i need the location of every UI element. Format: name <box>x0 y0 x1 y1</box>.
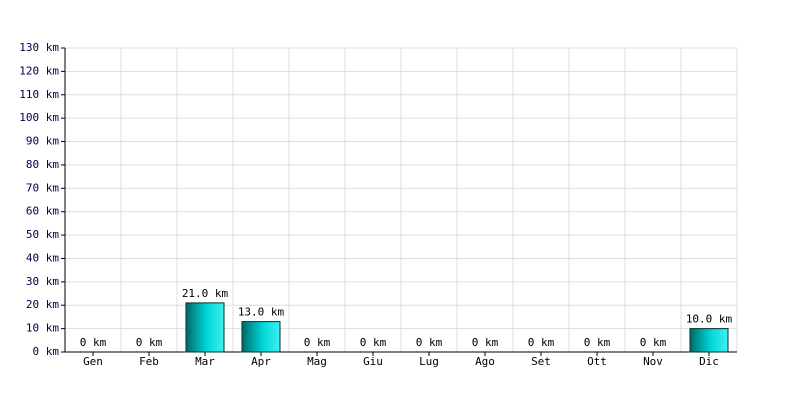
value-label: 13.0 km <box>238 306 285 319</box>
bar <box>185 302 225 353</box>
bar <box>689 328 729 353</box>
y-tick-label: 20 km <box>26 298 59 311</box>
x-tick-label: Giu <box>363 355 383 368</box>
x-tick-label: Set <box>531 355 551 368</box>
x-tick-label: Nov <box>643 355 663 368</box>
x-tick-label: Feb <box>139 355 159 368</box>
y-tick-label: 130 km <box>19 41 59 54</box>
y-tick-label: 10 km <box>26 322 59 335</box>
value-label: 0 km <box>584 336 611 349</box>
value-label: 0 km <box>528 336 555 349</box>
y-tick-label: 60 km <box>26 205 59 218</box>
value-label: 10.0 km <box>686 313 733 326</box>
value-label: 0 km <box>416 336 443 349</box>
y-tick-label: 90 km <box>26 135 59 148</box>
x-tick-label: Lug <box>419 355 439 368</box>
value-label: 0 km <box>304 336 331 349</box>
value-label: 0 km <box>80 336 107 349</box>
value-label: 21.0 km <box>182 287 229 300</box>
value-label: 0 km <box>640 336 667 349</box>
value-label: 0 km <box>136 336 163 349</box>
x-tick-label: Dic <box>699 355 719 368</box>
x-tick-label: Mar <box>195 355 215 368</box>
y-tick-label: 30 km <box>26 275 59 288</box>
y-tick-label: 70 km <box>26 181 59 194</box>
y-tick-label: 110 km <box>19 88 59 101</box>
x-tick-label: Ago <box>475 355 495 368</box>
x-tick-label: Apr <box>251 355 271 368</box>
value-label: 0 km <box>472 336 499 349</box>
y-tick-label: 40 km <box>26 251 59 264</box>
bar <box>241 321 281 353</box>
y-tick-label: 100 km <box>19 111 59 124</box>
value-label: 0 km <box>360 336 387 349</box>
x-tick-label: Ott <box>587 355 607 368</box>
x-tick-label: Gen <box>83 355 103 368</box>
x-tick-label: Mag <box>307 355 327 368</box>
y-tick-label: 80 km <box>26 158 59 171</box>
y-tick-label: 50 km <box>26 228 59 241</box>
y-tick-label: 0 km <box>33 345 60 358</box>
y-tick-label: 120 km <box>19 64 59 77</box>
